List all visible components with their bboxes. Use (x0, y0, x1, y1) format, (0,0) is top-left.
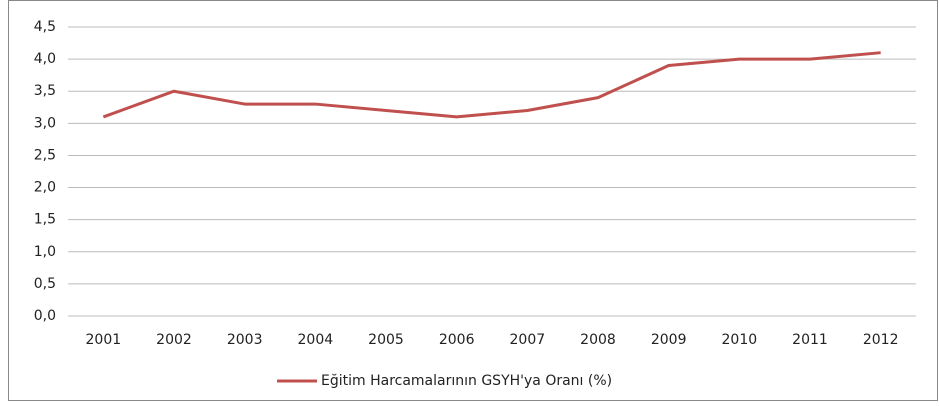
y-tick-label: 2,5 (34, 147, 56, 163)
x-tick-label: 2009 (651, 332, 687, 348)
x-tick-label: 2004 (298, 332, 334, 348)
x-tick-label: 2012 (863, 332, 899, 348)
x-tick-label: 2008 (580, 332, 616, 348)
x-tick-label: 2006 (439, 332, 475, 348)
y-tick-label: 3,5 (34, 83, 56, 99)
x-tick-label: 2011 (792, 332, 828, 348)
y-tick-label: 1,0 (34, 244, 56, 260)
legend-label: Eğitim Harcamalarının GSYH'ya Oranı (%) (321, 373, 612, 389)
y-tick-label: 0,0 (34, 308, 56, 324)
x-tick-label: 2007 (510, 332, 546, 348)
series-line (102, 51, 881, 119)
y-tick-label: 4,0 (34, 51, 56, 67)
x-tick-label: 2001 (86, 332, 122, 348)
x-tick-label: 2002 (156, 332, 192, 348)
y-tick-label: 0,5 (34, 276, 56, 292)
x-tick-label: 2005 (368, 332, 404, 348)
x-tick-label: 2003 (227, 332, 263, 348)
y-tick-label: 2,0 (34, 180, 56, 196)
y-tick-label: 1,5 (34, 212, 56, 228)
chart-frame (8, 0, 938, 401)
x-tick-label: 2010 (722, 332, 758, 348)
y-tick-label: 4,5 (34, 19, 56, 35)
y-tick-label: 3,0 (34, 115, 56, 131)
